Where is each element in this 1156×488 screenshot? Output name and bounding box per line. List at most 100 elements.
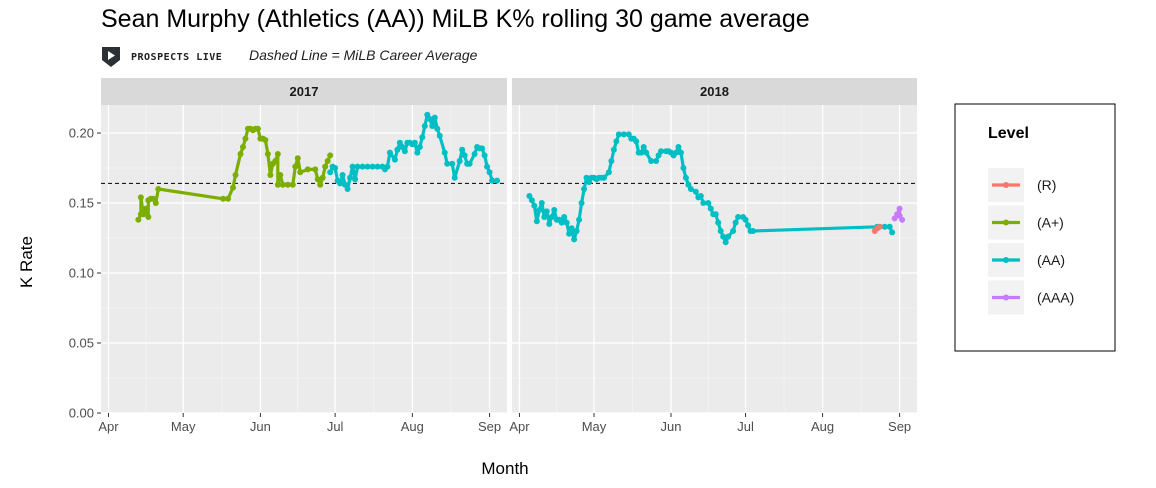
data-point	[327, 152, 334, 159]
data-point	[566, 230, 573, 237]
x-tick-label: Sep	[478, 419, 501, 434]
data-point	[145, 214, 152, 220]
y-tick-label: 0.10	[69, 266, 94, 281]
data-point	[481, 152, 488, 159]
data-point	[426, 116, 433, 122]
data-point	[327, 169, 334, 176]
data-point	[896, 205, 903, 212]
legend-key-point	[1003, 294, 1009, 301]
x-tick-label: Sep	[888, 419, 911, 434]
legend: Level (R) (A+) (AA) (AAA)	[954, 103, 1116, 352]
data-point	[546, 221, 553, 227]
prospects-live-logo: PROSPECTS LIVE	[101, 46, 222, 68]
data-point	[239, 144, 246, 150]
data-point	[531, 202, 538, 209]
data-point	[137, 194, 144, 201]
data-point	[613, 138, 620, 145]
y-axis-label: K Rate	[17, 236, 36, 288]
data-point	[332, 165, 339, 171]
y-tick-label: 0.15	[69, 196, 94, 211]
data-point	[615, 131, 622, 138]
play-shield-icon	[102, 47, 120, 67]
data-point	[292, 163, 299, 170]
data-point	[653, 158, 660, 164]
x-axis-label: Month	[481, 459, 528, 478]
data-point	[262, 137, 269, 143]
data-point	[429, 123, 436, 129]
data-point	[732, 219, 739, 226]
legend-box	[954, 103, 1116, 352]
data-point	[444, 160, 451, 167]
data-point	[384, 163, 391, 170]
x-tick-label: Apr	[509, 419, 530, 434]
data-point	[687, 186, 694, 192]
data-point	[568, 225, 575, 232]
data-point	[394, 146, 401, 153]
data-point	[658, 148, 665, 155]
data-point	[312, 166, 319, 173]
series-aa	[526, 131, 896, 246]
data-point	[232, 172, 239, 178]
series-r	[871, 223, 883, 234]
data-point	[344, 186, 351, 192]
data-point	[528, 197, 535, 204]
data-point	[886, 223, 893, 230]
data-point	[242, 135, 249, 142]
data-point	[533, 218, 540, 225]
y-tick-label: 0.00	[69, 406, 94, 421]
data-point	[735, 214, 742, 220]
data-point	[720, 233, 727, 240]
data-point	[466, 160, 473, 167]
data-point	[561, 214, 568, 220]
data-point	[484, 163, 491, 170]
x-tick-label: May	[582, 419, 607, 434]
data-point	[416, 144, 423, 150]
legend-key-point	[1003, 257, 1009, 263]
data-point	[451, 174, 458, 181]
data-point	[237, 151, 244, 157]
data-point	[369, 163, 376, 170]
data-point	[489, 177, 496, 184]
data-point	[541, 214, 548, 220]
data-point	[339, 172, 346, 178]
data-point	[558, 219, 565, 226]
data-point	[538, 200, 545, 206]
data-point	[220, 195, 227, 202]
data-point	[386, 149, 393, 156]
data-point	[337, 180, 344, 187]
facet-strip-label: 2018	[700, 84, 729, 99]
facet-strip-label: 2017	[290, 84, 319, 99]
data-point	[391, 156, 398, 163]
data-point	[682, 174, 689, 181]
data-point	[314, 176, 321, 183]
data-point	[697, 193, 704, 199]
data-point	[352, 176, 359, 183]
legend-key-point	[1003, 219, 1009, 226]
legend-label: (AAA)	[1037, 290, 1074, 306]
legend-entry-aa: (AA)	[988, 243, 1065, 277]
data-point	[434, 125, 441, 132]
data-point	[289, 181, 296, 188]
series-a	[135, 125, 334, 223]
data-point	[297, 169, 304, 176]
data-point	[324, 158, 331, 164]
data-point	[459, 146, 466, 153]
facet-strip	[101, 78, 507, 105]
data-point	[347, 174, 354, 181]
data-point	[456, 158, 463, 164]
data-point	[135, 216, 142, 223]
data-point	[411, 139, 418, 146]
data-point	[374, 163, 381, 170]
x-tick-label: Aug	[401, 419, 424, 434]
data-point	[680, 165, 687, 171]
data-point	[715, 219, 722, 226]
data-point	[274, 151, 281, 157]
data-point	[142, 205, 149, 212]
series-aa	[327, 111, 501, 192]
data-point	[707, 205, 714, 212]
logo-text: PROSPECTS LIVE	[131, 51, 223, 63]
data-point	[633, 138, 640, 145]
data-point	[494, 177, 501, 184]
data-point	[155, 186, 162, 192]
series-aaa	[891, 205, 906, 223]
